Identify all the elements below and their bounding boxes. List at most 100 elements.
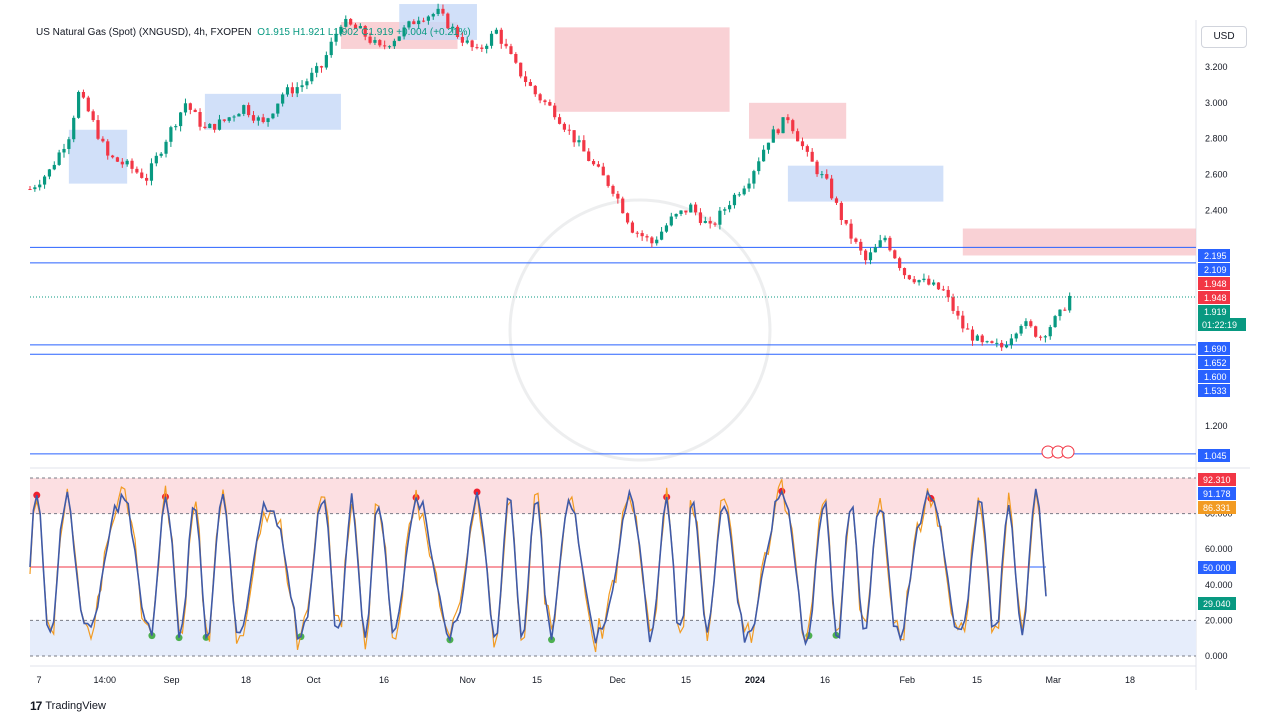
candle-body — [766, 142, 771, 150]
supply-zone — [554, 27, 730, 112]
candle-body — [1014, 333, 1018, 339]
candle-body — [927, 278, 931, 285]
candle-body — [723, 209, 727, 211]
candle-body — [796, 131, 800, 142]
candle-body — [76, 91, 81, 118]
osc-tick-label: 60.000 — [1205, 544, 1233, 554]
candle-body — [353, 24, 358, 29]
candle-body — [247, 105, 251, 116]
event-flag-icon — [1061, 445, 1075, 459]
candle-body — [242, 105, 246, 114]
osc-value-label: 50.000 — [1203, 563, 1231, 573]
candle-body — [271, 113, 275, 119]
candle-body — [164, 141, 168, 154]
candle-body — [130, 160, 134, 169]
osc-value-label: 86.331 — [1203, 503, 1231, 513]
candle-body — [961, 315, 965, 329]
tradingview-logo-icon: 17 — [30, 699, 42, 713]
candle-body — [873, 247, 877, 253]
candle-body — [295, 87, 299, 94]
candle-body — [577, 140, 581, 143]
candle-body — [465, 40, 469, 43]
candle-body — [567, 129, 571, 131]
candle-body — [582, 140, 586, 152]
candle-body — [514, 53, 518, 63]
candle-body — [140, 172, 144, 178]
candle-body — [387, 46, 392, 48]
candle-body — [193, 109, 197, 113]
candle-body — [1000, 342, 1004, 348]
time-tick-label: 18 — [241, 675, 251, 685]
candle-body — [441, 8, 445, 14]
osc-value-badge — [1198, 473, 1236, 486]
time-tick-label: Feb — [900, 675, 916, 685]
candle-body — [1029, 321, 1033, 327]
candle-body — [834, 198, 839, 203]
candle-body — [684, 210, 688, 213]
candle-body — [956, 310, 960, 316]
candle-body — [460, 36, 464, 43]
countdown-badge — [1198, 318, 1246, 331]
time-tick-label: 16 — [820, 675, 830, 685]
price-level-label: 1.919 — [1204, 307, 1227, 317]
candle-body — [1034, 326, 1038, 337]
candle-body — [169, 127, 173, 142]
candle-body — [611, 185, 615, 194]
symbol-header: US Natural Gas (Spot) (XNGUSD), 4h, FXOP… — [36, 27, 471, 38]
symbol-title: US Natural Gas (Spot) (XNGUSD), 4h, FXOP… — [36, 27, 252, 38]
candle-body — [980, 335, 984, 343]
price-level-badge — [1198, 263, 1230, 276]
time-tick-label: Oct — [307, 675, 322, 685]
candle-body — [664, 225, 669, 232]
candle-body — [1024, 321, 1028, 327]
candle-body — [868, 252, 873, 261]
candle-body — [728, 205, 732, 210]
candle-body — [106, 141, 110, 156]
candle-body — [640, 233, 644, 237]
candle-body — [616, 193, 620, 199]
candle-body — [237, 113, 241, 117]
candle-body — [208, 123, 212, 129]
candle-body — [33, 187, 37, 190]
candle-body — [572, 130, 576, 143]
candle-body — [358, 26, 362, 29]
candle-body — [679, 210, 683, 214]
candle-body — [742, 188, 746, 195]
candle-body — [344, 18, 348, 27]
candle-body — [489, 33, 494, 46]
oversold-zone — [30, 620, 1196, 656]
candle-body — [378, 40, 382, 46]
candle-body — [830, 178, 834, 199]
osc-value-badge — [1198, 487, 1236, 500]
candle-body — [995, 342, 999, 344]
candle-body — [553, 105, 557, 118]
candle-body — [820, 174, 824, 176]
candle-body — [349, 18, 353, 25]
supply-zone — [962, 228, 1196, 256]
candle-body — [91, 111, 95, 121]
candle-body — [125, 160, 129, 165]
candle-body — [285, 87, 290, 95]
candle-body — [922, 278, 926, 281]
candle-body — [655, 239, 659, 244]
candle-body — [737, 194, 741, 196]
candle-body — [587, 151, 591, 161]
candle-body — [319, 66, 324, 68]
candle-body — [159, 153, 163, 156]
demand-zone — [787, 165, 944, 202]
candle-body — [810, 151, 814, 162]
candle-body — [392, 40, 396, 47]
candle-body — [305, 81, 309, 86]
candle-body — [426, 16, 430, 21]
currency-button[interactable]: USD — [1201, 26, 1247, 48]
candle-body — [217, 119, 222, 130]
candle-body — [674, 213, 678, 217]
price-level-label: 1.652 — [1204, 358, 1227, 368]
candle-body — [213, 123, 217, 130]
price-level-badge — [1198, 356, 1230, 369]
candle-body — [543, 100, 547, 103]
price-level-badge — [1198, 449, 1230, 462]
candle-body — [800, 141, 805, 147]
candle-body — [645, 236, 649, 238]
